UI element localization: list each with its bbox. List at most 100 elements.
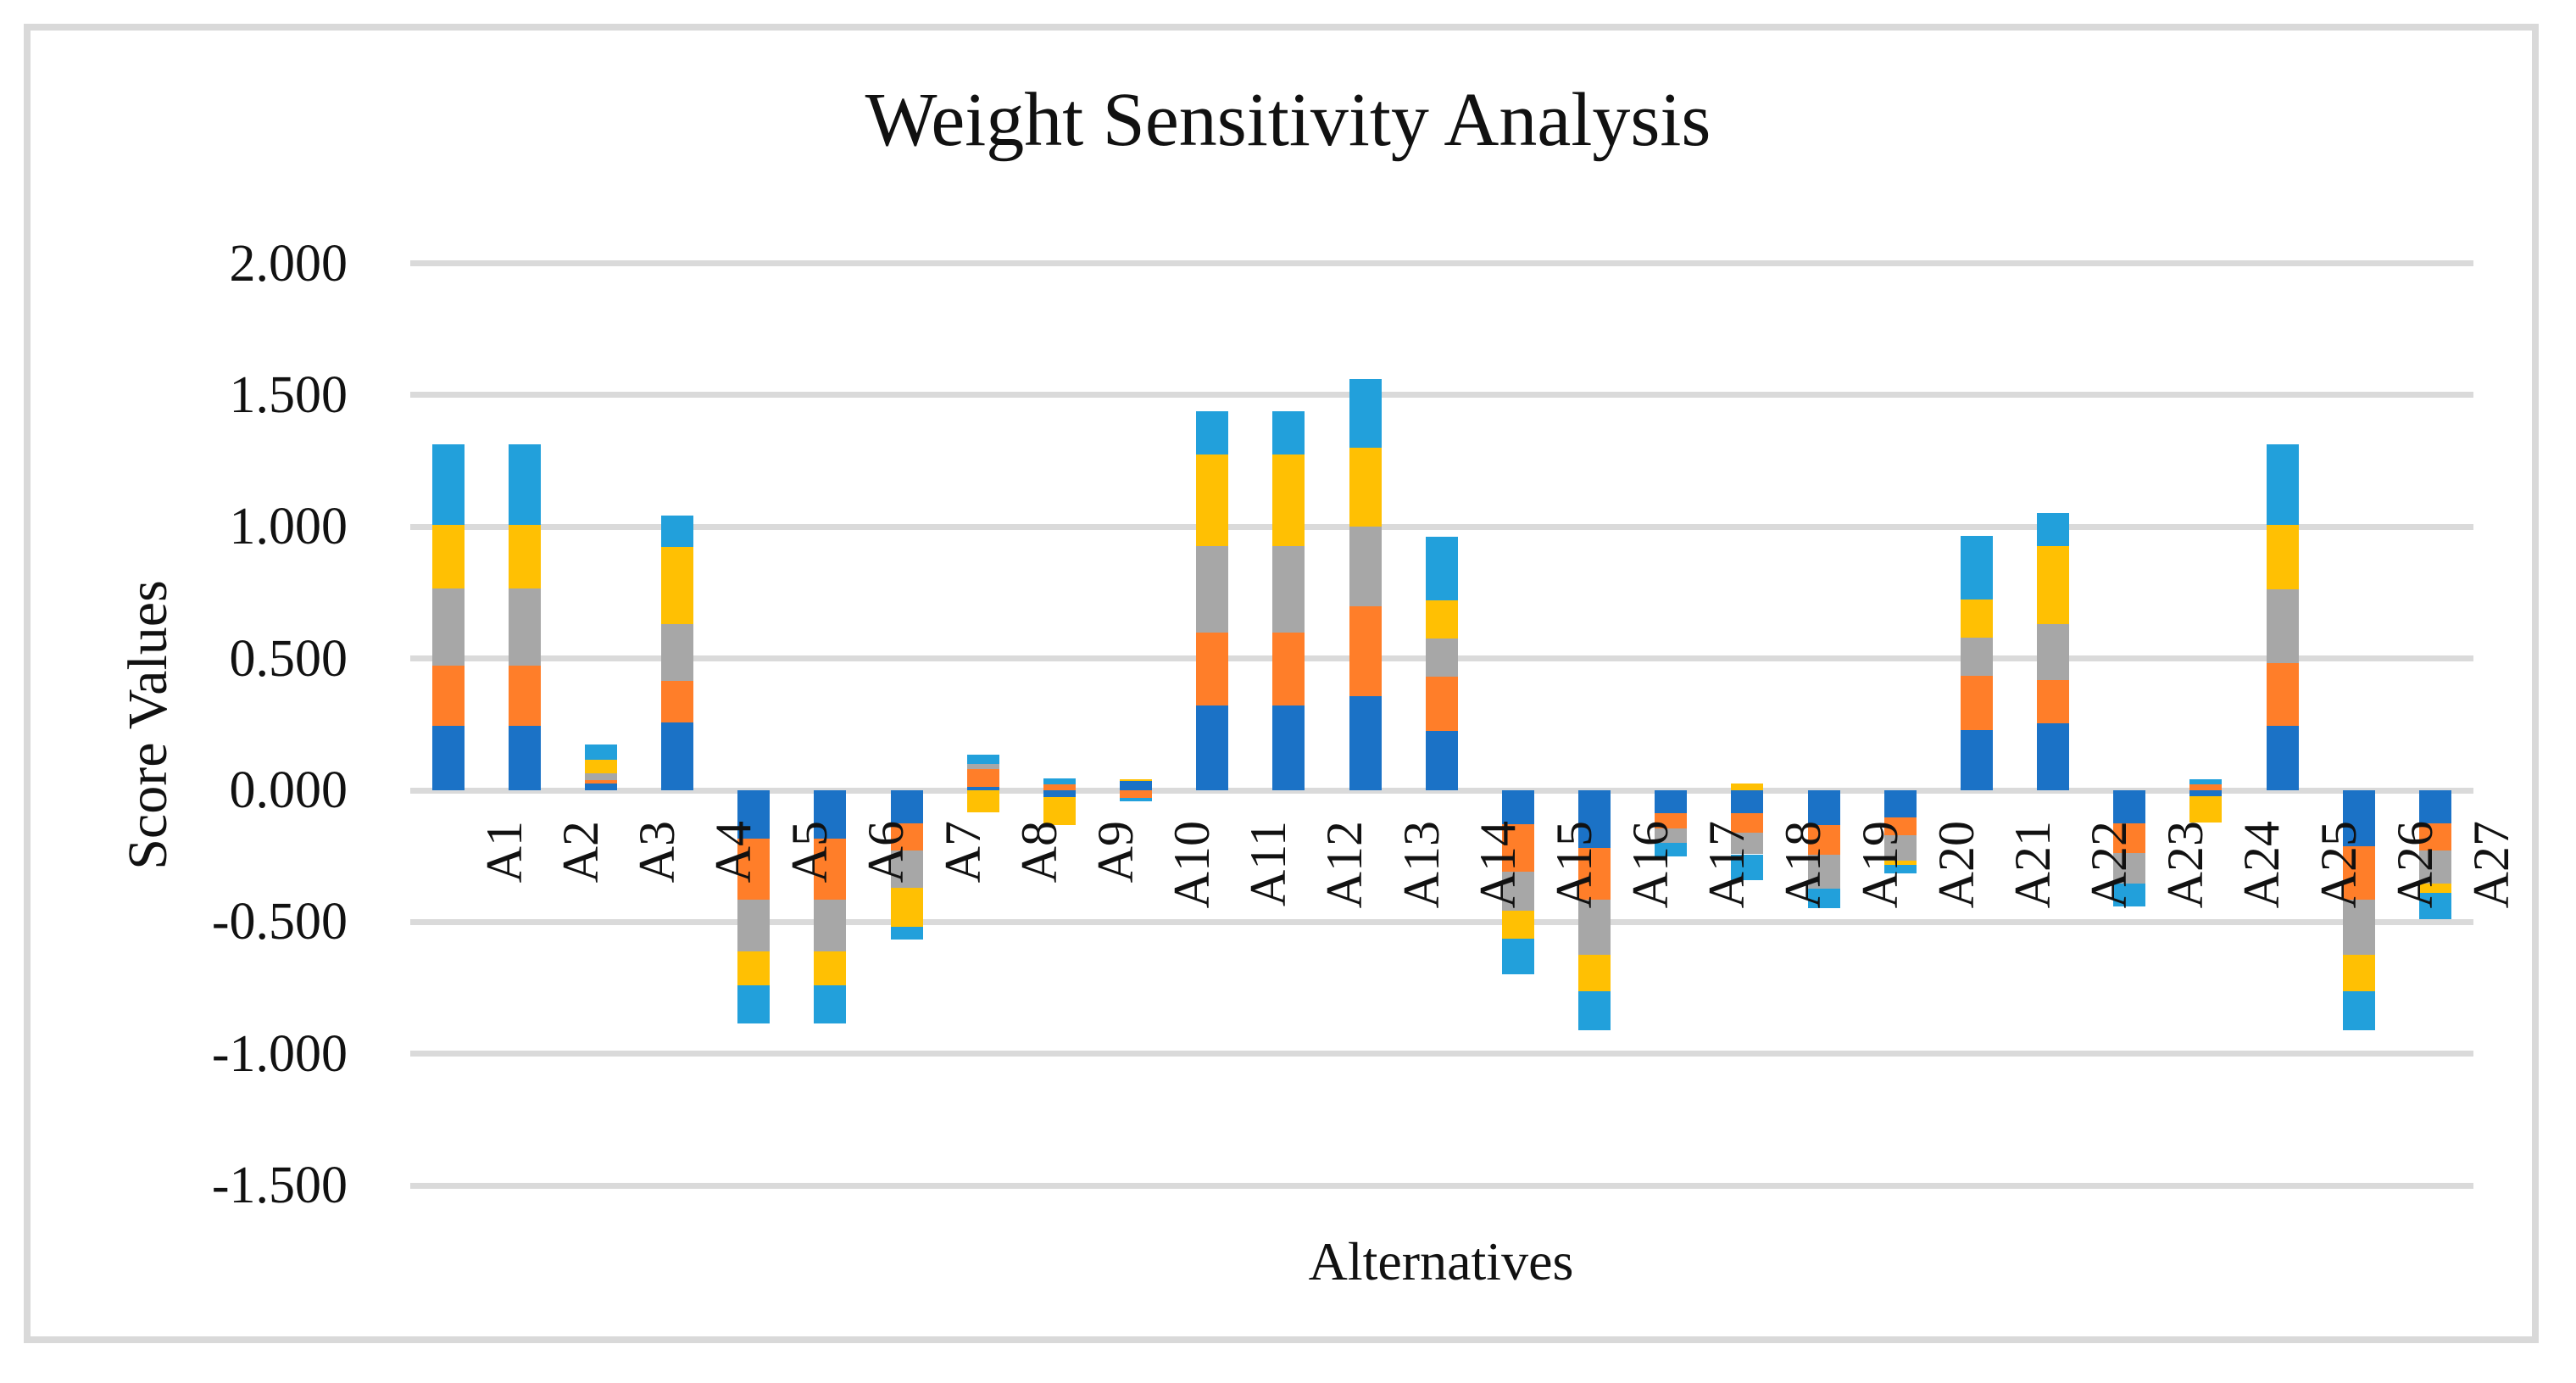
bar-A14-segment-blue (1425, 731, 1458, 790)
x-tick-label: A9 (1087, 821, 1143, 884)
bar-A8-segment-blue (966, 787, 999, 790)
bar-A3-segment-light-blue (584, 744, 617, 761)
bar-A20-segment-gray (1883, 835, 1917, 862)
bar-A21-segment-light-blue (1960, 535, 1993, 599)
bar-A11-segment-orange (1196, 632, 1229, 706)
bar-A20-segment-light-blue (1883, 865, 1917, 874)
bar-A27-segment-yellow (2418, 883, 2451, 894)
bar-A14-segment-gray (1425, 638, 1458, 678)
bar-A3-segment-gray (584, 773, 617, 780)
bar-A16-segment-orange (1578, 848, 1611, 901)
bar-A8-segment-gray (966, 763, 999, 770)
bar-A26-segment-light-blue (2342, 991, 2375, 1030)
bar-A23-segment-blue (2113, 790, 2146, 824)
y-tick-label: 1.000 (229, 498, 348, 556)
bar-A12-segment-yellow (1272, 454, 1305, 547)
bar-A10-segment-yellow (1120, 778, 1153, 782)
x-tick-label: A1 (476, 821, 532, 884)
bar-A22-segment-orange (2037, 680, 2070, 724)
x-tick-label: A20 (1928, 821, 1984, 909)
bar-A5-segment-gray (737, 900, 771, 952)
bar-A11-segment-gray (1196, 546, 1229, 633)
bar-A11-segment-blue (1196, 705, 1229, 790)
y-tick-label: 1.500 (229, 365, 348, 424)
bar-A26-segment-orange (2342, 845, 2375, 900)
bar-A21-segment-blue (1960, 729, 1993, 790)
bar-A25-segment-gray (2266, 588, 2299, 663)
bar-A5-segment-orange (737, 839, 771, 901)
x-tick-label: A25 (2310, 821, 2367, 909)
bar-A5-segment-blue (737, 790, 771, 839)
bar-A2-segment-yellow (508, 525, 541, 589)
bar-A25-segment-yellow (2266, 525, 2299, 589)
x-tick-label: A23 (2157, 821, 2214, 909)
y-tick-label: 2.000 (229, 234, 348, 293)
bar-A7-segment-blue (890, 790, 923, 824)
bar-A21-segment-orange (1960, 676, 1993, 730)
bar-A25-segment-light-blue (2266, 444, 2299, 526)
bar-A27-segment-orange (2418, 823, 2451, 851)
bar-A26-segment-gray (2342, 899, 2375, 956)
bar-A8-segment-orange (966, 769, 999, 788)
bar-A4-segment-orange (661, 681, 694, 722)
bar-A17-segment-light-blue (1655, 843, 1688, 856)
x-tick-label: A27 (2462, 821, 2519, 909)
y-tick-label: -1.000 (211, 1024, 348, 1083)
bar-A21-segment-gray (1960, 637, 1993, 677)
bar-A1-segment-blue (431, 726, 465, 790)
bar-A20-segment-blue (1883, 790, 1917, 818)
bar-A12-segment-light-blue (1272, 410, 1305, 455)
bar-A2-segment-blue (508, 726, 541, 790)
bar-A12-segment-blue (1272, 705, 1305, 790)
bar-A26-segment-yellow (2342, 955, 2375, 992)
bar-A23-segment-orange (2113, 823, 2146, 853)
bar-A24-segment-orange (2189, 784, 2223, 790)
bar-A19-segment-blue (1807, 790, 1840, 826)
x-tick-label: A19 (1851, 821, 1908, 909)
x-tick-label: A14 (1469, 821, 1526, 909)
x-tick-label: A24 (2234, 821, 2290, 909)
bar-A8-segment-yellow (966, 790, 999, 813)
y-tick-label: 0.500 (229, 629, 348, 688)
bar-A6-segment-orange (814, 839, 847, 901)
bar-A24-segment-light-blue (2189, 778, 2223, 785)
bar-A6-segment-blue (814, 790, 847, 839)
bar-A27-segment-blue (2418, 790, 2451, 823)
y-tick-label: -0.500 (211, 893, 348, 951)
bar-A22-segment-light-blue (2037, 513, 2070, 547)
bar-A10-segment-light-blue (1120, 798, 1153, 801)
bar-A7-segment-light-blue (890, 927, 923, 940)
bar-A13-segment-orange (1349, 605, 1382, 696)
bar-A1-segment-yellow (431, 525, 465, 589)
bar-A2-segment-light-blue (508, 444, 541, 526)
bar-A15-segment-light-blue (1501, 938, 1534, 975)
x-tick-label: A17 (1699, 821, 1755, 909)
x-tick-label: A5 (782, 821, 838, 884)
bar-A11-segment-light-blue (1196, 410, 1229, 455)
bar-A18-segment-yellow (1731, 784, 1764, 790)
bar-A4-segment-yellow (661, 547, 694, 624)
x-tick-label: A26 (2386, 821, 2443, 909)
bar-A26-segment-blue (2342, 790, 2375, 846)
bar-A22-segment-yellow (2037, 546, 2070, 624)
x-tick-label: A12 (1316, 821, 1373, 909)
bar-A12-segment-gray (1272, 546, 1305, 633)
bar-A3-segment-blue (584, 783, 617, 790)
bar-A18-segment-gray (1731, 832, 1764, 855)
bar-A23-segment-light-blue (2113, 883, 2146, 906)
bar-A19-segment-light-blue (1807, 888, 1840, 908)
bar-A9-segment-orange (1043, 784, 1076, 790)
bar-A17-segment-blue (1655, 790, 1688, 813)
bar-A9-segment-yellow (1043, 797, 1076, 825)
x-tick-label: A3 (628, 821, 685, 884)
bar-A25-segment-orange (2266, 662, 2299, 727)
bar-A22-segment-gray (2037, 623, 2070, 681)
bar-A1-segment-orange (431, 665, 465, 727)
bar-A7-segment-gray (890, 850, 923, 889)
bar-A13-segment-light-blue (1349, 378, 1382, 449)
bar-A7-segment-orange (890, 823, 923, 851)
bar-A20-segment-orange (1883, 817, 1917, 836)
bar-A16-segment-light-blue (1578, 990, 1611, 1030)
gridline (409, 392, 2473, 399)
